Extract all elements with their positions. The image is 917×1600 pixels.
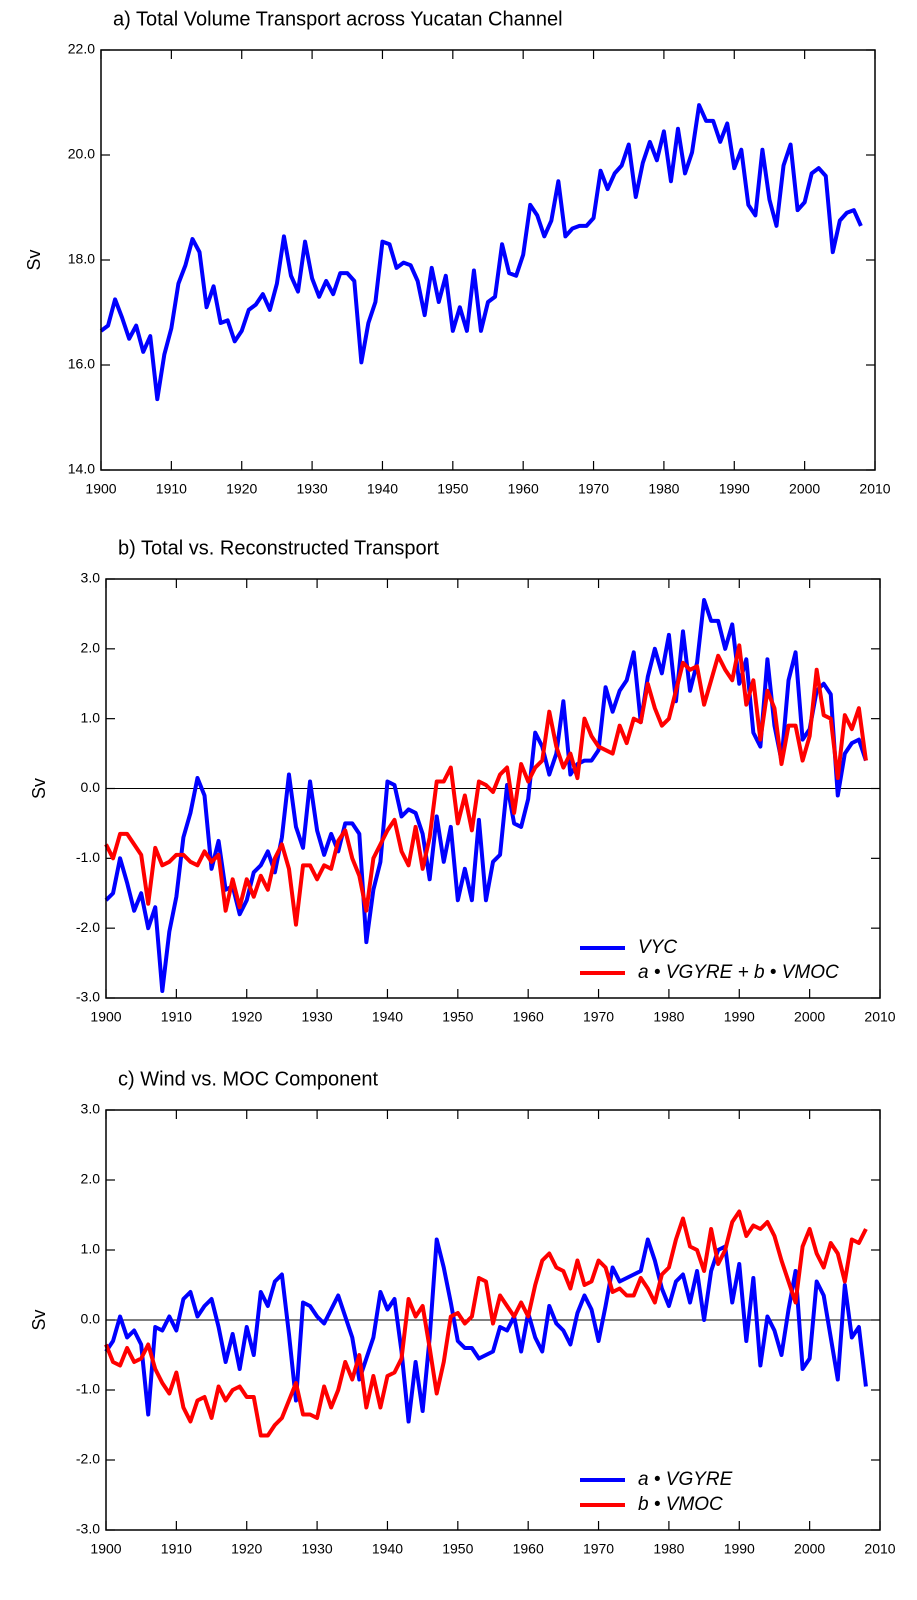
y-tick-label: 3.0 bbox=[81, 1101, 101, 1117]
data-line bbox=[104, 1209, 868, 1438]
x-tick-label: 1990 bbox=[719, 481, 750, 497]
data-line bbox=[104, 643, 868, 927]
y-tick-label: 16.0 bbox=[68, 356, 95, 372]
y-tick-label: -2.0 bbox=[76, 1451, 100, 1467]
x-tick-label: 2000 bbox=[794, 1009, 825, 1025]
x-tick-label: 2000 bbox=[794, 1541, 825, 1557]
y-tick-label: 2.0 bbox=[81, 640, 101, 656]
x-tick-label: 1980 bbox=[653, 1009, 684, 1025]
x-tick-label: 1930 bbox=[297, 481, 328, 497]
x-tick-label: 1990 bbox=[724, 1541, 755, 1557]
x-tick-label: 1920 bbox=[226, 481, 257, 497]
data-line bbox=[104, 597, 868, 994]
y-tick-label: 3.0 bbox=[81, 570, 101, 586]
chart-title: a) Total Volume Transport across Yucatan… bbox=[113, 8, 563, 30]
x-tick-label: 1940 bbox=[372, 1541, 403, 1557]
legend-label: b • VMOC bbox=[638, 1494, 723, 1515]
legend-label: VYC bbox=[638, 937, 677, 958]
x-tick-label: 1990 bbox=[724, 1009, 755, 1025]
x-tick-label: 1950 bbox=[442, 1009, 473, 1025]
y-axis-label: Sv bbox=[24, 249, 44, 270]
x-tick-label: 1980 bbox=[653, 1541, 684, 1557]
y-tick-label: -3.0 bbox=[76, 989, 100, 1005]
x-tick-label: 1920 bbox=[231, 1009, 262, 1025]
x-tick-label: 1930 bbox=[302, 1009, 333, 1025]
x-tick-label: 1940 bbox=[372, 1009, 403, 1025]
x-tick-label: 1910 bbox=[156, 481, 187, 497]
y-tick-label: 0.0 bbox=[81, 779, 101, 795]
x-tick-label: 1960 bbox=[513, 1541, 544, 1557]
chart-title: c) Wind vs. MOC Component bbox=[118, 1068, 379, 1090]
y-tick-label: 1.0 bbox=[81, 709, 101, 725]
x-tick-label: 1950 bbox=[437, 481, 468, 497]
y-tick-label: -2.0 bbox=[76, 919, 100, 935]
y-tick-label: -1.0 bbox=[76, 1381, 100, 1397]
x-tick-label: 1970 bbox=[583, 1541, 614, 1557]
y-tick-label: 22.0 bbox=[68, 41, 95, 57]
legend-label: a • VGYRE + b • VMOC bbox=[638, 962, 839, 983]
x-tick-label: 2010 bbox=[859, 481, 890, 497]
y-tick-label: 0.0 bbox=[81, 1311, 101, 1327]
x-tick-label: 1960 bbox=[508, 481, 539, 497]
plot-frame bbox=[105, 1109, 881, 1531]
legend-label: a • VGYRE bbox=[638, 1469, 733, 1490]
y-tick-label: -3.0 bbox=[76, 1521, 100, 1537]
y-tick-label: 14.0 bbox=[68, 461, 95, 477]
y-tick-label: 1.0 bbox=[81, 1241, 101, 1257]
x-tick-label: 1970 bbox=[578, 481, 609, 497]
x-tick-label: 1900 bbox=[90, 1009, 121, 1025]
x-tick-label: 1970 bbox=[583, 1009, 614, 1025]
x-tick-label: 1980 bbox=[648, 481, 679, 497]
x-tick-label: 1960 bbox=[513, 1009, 544, 1025]
chart-title: b) Total vs. Reconstructed Transport bbox=[118, 537, 439, 559]
plot-frame bbox=[100, 49, 876, 471]
x-tick-label: 2000 bbox=[789, 481, 820, 497]
x-tick-label: 2010 bbox=[864, 1541, 895, 1557]
x-tick-label: 1900 bbox=[90, 1541, 121, 1557]
y-axis-label: Sv bbox=[29, 778, 49, 799]
x-tick-label: 1950 bbox=[442, 1541, 473, 1557]
y-axis-label: Sv bbox=[29, 1309, 49, 1330]
y-tick-label: 2.0 bbox=[81, 1171, 101, 1187]
x-tick-label: 1930 bbox=[302, 1541, 333, 1557]
x-tick-label: 1910 bbox=[161, 1541, 192, 1557]
data-line bbox=[104, 1237, 868, 1424]
data-line bbox=[99, 103, 863, 402]
y-tick-label: -1.0 bbox=[76, 849, 100, 865]
x-tick-label: 2010 bbox=[864, 1009, 895, 1025]
x-tick-label: 1920 bbox=[231, 1541, 262, 1557]
x-tick-label: 1900 bbox=[85, 481, 116, 497]
y-tick-label: 20.0 bbox=[68, 146, 95, 162]
x-tick-label: 1910 bbox=[161, 1009, 192, 1025]
x-tick-label: 1940 bbox=[367, 481, 398, 497]
y-tick-label: 18.0 bbox=[68, 251, 95, 267]
plot-frame bbox=[105, 578, 881, 999]
